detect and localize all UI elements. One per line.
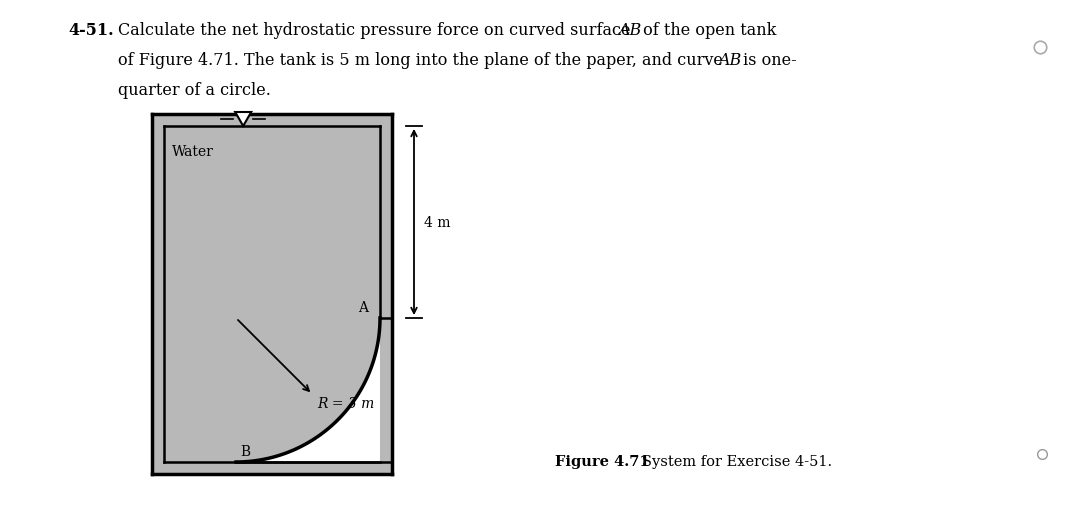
Text: of Figure 4.71. The tank is 5 m long into the plane of the paper, and curve: of Figure 4.71. The tank is 5 m long int… [118, 52, 728, 69]
Polygon shape [235, 113, 252, 127]
Text: A: A [357, 300, 368, 315]
Text: Figure 4.71: Figure 4.71 [555, 454, 650, 468]
Text: is one-: is one- [738, 52, 797, 69]
Text: of the open tank: of the open tank [638, 22, 777, 39]
Text: B: B [240, 444, 251, 458]
Bar [152, 115, 392, 474]
Text: Water: Water [172, 145, 214, 159]
Polygon shape [237, 318, 380, 462]
Text: 4-51.: 4-51. [68, 22, 113, 39]
Text: AB: AB [718, 52, 741, 69]
Text: AB: AB [618, 22, 642, 39]
Text: Calculate the net hydrostatic pressure force on curved surface: Calculate the net hydrostatic pressure f… [118, 22, 636, 39]
Text: R = 3 m: R = 3 m [318, 396, 375, 411]
Text: 4 m: 4 m [424, 216, 450, 230]
Text: quarter of a circle.: quarter of a circle. [118, 82, 271, 99]
Text: System for Exercise 4-51.: System for Exercise 4-51. [627, 454, 832, 468]
